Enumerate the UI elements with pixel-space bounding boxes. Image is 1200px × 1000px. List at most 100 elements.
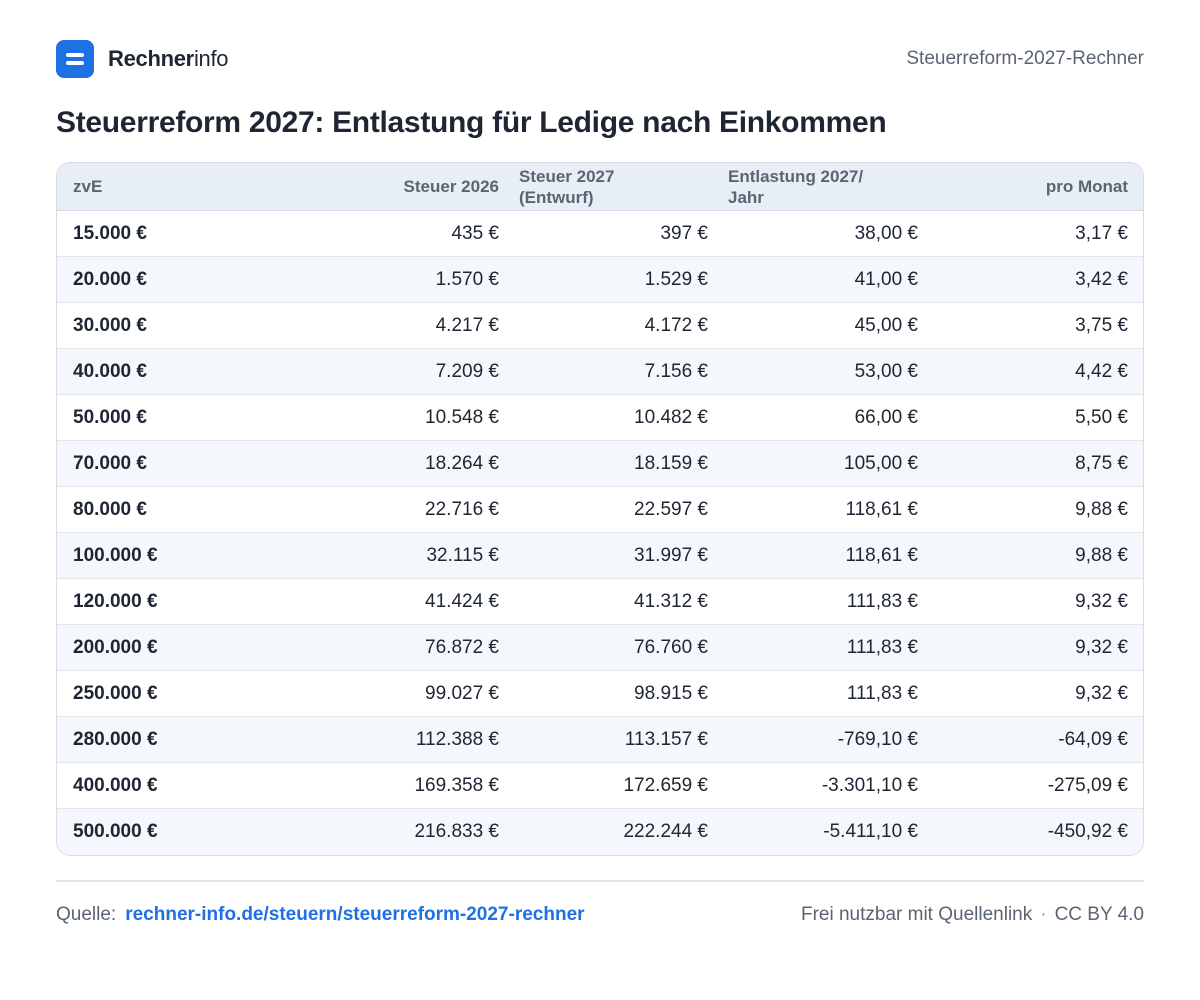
table-row: 250.000 € 99.027 € 98.915 € 111,83 € 9,32 € [57,671,1143,717]
cell-zve: 80.000 € [73,498,147,520]
brand[interactable]: Rechnerinfo [56,40,229,78]
brand-name-strong: Rechner [108,46,194,71]
cell-zve: 70.000 € [73,452,147,474]
table-row: 70.000 € 18.264 € 18.159 € 105,00 € 8,75 € [57,441,1143,487]
cell-pro-monat: 3,75 € [1075,314,1128,336]
column-header-entlastung: Entlastung 2027/ Jahr [708,163,918,210]
cell-steuer-2026: 112.388 € [415,728,499,750]
column-header-pro-monat: pro Monat [1045,177,1128,196]
data-table: zvE Steuer 2026 Steuer 2027 (Entwurf) En… [56,162,1144,856]
table-header: zvE Steuer 2026 Steuer 2027 (Entwurf) En… [57,163,1143,211]
license: Frei nutzbar mit Quellenlink · CC BY 4.0 [801,904,1144,926]
cell-pro-monat: -450,92 € [1047,821,1128,842]
cell-steuer-2027: 41.312 € [634,590,708,612]
column-header-steuer-2026: Steuer 2026 [403,177,499,196]
cell-steuer-2026: 7.209 € [435,360,499,382]
column-header-zve: zvE [73,177,103,196]
cell-zve: 50.000 € [73,406,147,428]
cell-steuer-2026: 216.833 € [414,821,499,842]
cell-steuer-2027: 397 € [660,222,708,244]
table-row: 80.000 € 22.716 € 22.597 € 118,61 € 9,88 € [57,487,1143,533]
source-label: Quelle: [56,904,117,925]
table-row: 400.000 € 169.358 € 172.659 € -3.301,10 € -2… [57,763,1143,809]
cell-steuer-2027: 10.482 € [634,406,708,428]
cell-steuer-2026: 99.027 € [425,682,499,704]
cell-steuer-2026: 18.264 € [425,452,499,474]
cell-zve: 280.000 € [73,728,158,750]
cell-steuer-2026: 435 € [451,222,499,244]
cell-steuer-2026: 4.217 € [435,314,499,336]
page-header: Rechnerinfo Steuerreform-2027-Rechner [56,40,1144,78]
cell-steuer-2027: 7.156 € [644,360,708,382]
cell-pro-monat: 3,17 € [1075,222,1128,244]
table-row: 30.000 € 4.217 € 4.172 € 45,00 € 3,75 € [57,303,1143,349]
cell-zve: 20.000 € [73,268,147,290]
cell-steuer-2027: 1.529 € [644,268,708,290]
cell-steuer-2026: 22.716 € [425,498,499,520]
table-row: 120.000 € 41.424 € 41.312 € 111,83 € 9,32 € [57,579,1143,625]
cell-pro-monat: 9,88 € [1075,498,1128,520]
cell-steuer-2026: 32.115 € [426,544,499,566]
cell-pro-monat: 9,32 € [1075,590,1128,612]
cell-pro-monat: 9,32 € [1075,682,1128,704]
cell-entlastung: 118,61 € [845,544,918,566]
cell-steuer-2026: 41.424 € [425,590,499,612]
license-name: CC BY 4.0 [1054,904,1144,925]
cell-pro-monat: 4,42 € [1075,360,1128,382]
cell-entlastung: 105,00 € [844,452,918,474]
brand-name-light: info [193,46,229,71]
column-header-entlastung-line1: Entlastung 2027/ [728,166,864,186]
cell-steuer-2027: 98.915 € [634,682,708,704]
cell-zve: 120.000 € [73,590,158,612]
table-row: 100.000 € 32.115 € 31.997 € 118,61 € 9,88 € [57,533,1143,579]
cell-pro-monat: -64,09 € [1058,728,1128,750]
column-header-entlastung-line2: Jahr [728,187,764,207]
table-row: 40.000 € 7.209 € 7.156 € 53,00 € 4,42 € [57,349,1143,395]
cell-zve: 15.000 € [73,222,147,244]
column-header-steuer-2027: Steuer 2027 (Entwurf) [499,163,708,210]
source-link[interactable]: rechner-info.de/steuern/steuerreform-202… [125,904,585,925]
cell-steuer-2027: 172.659 € [623,774,708,796]
cell-entlastung: 66,00 € [854,406,918,428]
cell-steuer-2026: 10.548 € [425,406,499,428]
cell-entlastung: 111,83 € [846,636,918,658]
cell-zve: 40.000 € [73,360,147,382]
cell-pro-monat: -275,09 € [1047,774,1128,796]
cell-pro-monat: 5,50 € [1075,406,1128,428]
table-row: 50.000 € 10.548 € 10.482 € 66,00 € 5,50 € [57,395,1143,441]
license-separator: · [1040,904,1047,925]
cell-entlastung: 38,00 € [854,222,918,244]
cell-entlastung: -3.301,10 € [821,774,918,796]
footer-divider [56,880,1144,882]
cell-zve: 200.000 € [73,636,158,658]
table-row: 15.000 € 435 € 397 € 38,00 € 3,17 € [57,211,1143,257]
cell-entlastung: -5.411,10 € [823,821,918,842]
table-row: 20.000 € 1.570 € 1.529 € 41,00 € 3,42 € [57,257,1143,303]
column-header-steuer-2027-line1: Steuer 2027 [519,166,615,186]
cell-entlastung: 53,00 € [854,360,918,382]
cell-entlastung: 118,61 € [845,498,918,520]
cell-steuer-2026: 169.358 € [414,774,499,796]
page-title: Steuerreform 2027: Entlastung für Ledige… [56,106,887,139]
cell-zve: 500.000 € [73,821,158,842]
cell-entlastung: -769,10 € [837,728,918,750]
cell-pro-monat: 9,32 € [1075,636,1128,658]
cell-zve: 30.000 € [73,314,147,336]
cell-pro-monat: 9,88 € [1075,544,1128,566]
license-text: Frei nutzbar mit Quellenlink [800,904,1033,925]
footer: Quelle: rechner-info.de/steuern/steuerref… [56,904,1144,926]
calculator-name: Steuerreform-2027-Rechner [906,48,1144,69]
cell-steuer-2027: 113.157 € [624,728,708,750]
cell-pro-monat: 8,75 € [1075,452,1128,474]
cell-steuer-2027: 18.159 € [634,452,708,474]
cell-entlastung: 111,83 € [846,590,918,612]
cell-entlastung: 41,00 € [854,268,918,290]
brand-name: Rechnerinfo [108,46,229,72]
logo-icon [56,40,94,78]
table-row: 200.000 € 76.872 € 76.760 € 111,83 € 9,32 € [57,625,1143,671]
table-row: 280.000 € 112.388 € 113.157 € -769,10 € -64,… [57,717,1143,763]
cell-steuer-2027: 222.244 € [623,821,708,842]
cell-zve: 100.000 € [73,544,158,566]
cell-entlastung: 111,83 € [846,682,918,704]
cell-steuer-2027: 76.760 € [634,636,708,658]
